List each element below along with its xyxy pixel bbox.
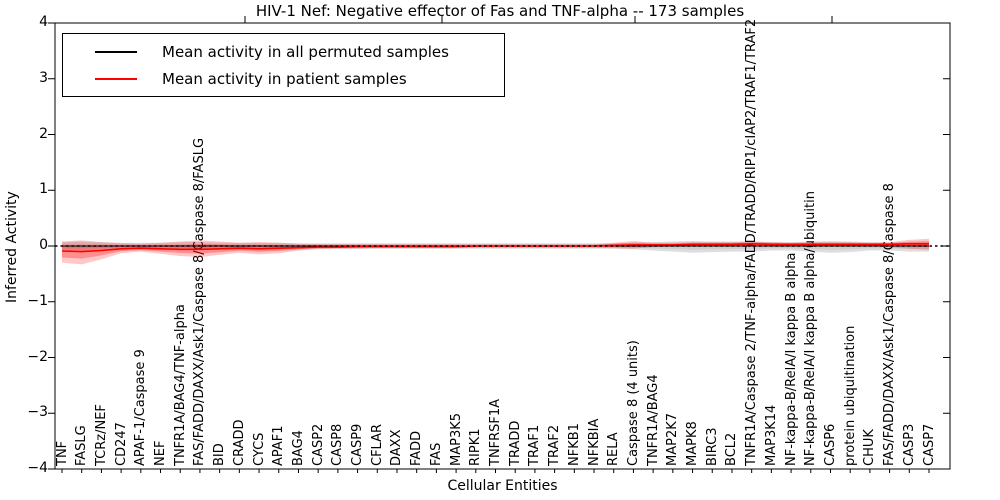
legend-entry-permuted: Mean activity in all permuted samples — [63, 39, 504, 65]
x-axis-title: Cellular Entities — [447, 478, 558, 494]
x-tick-label: APAF-1/Caspase 9 — [133, 349, 149, 466]
x-tick-label: TNFR1A/BAG4/TNF-alpha — [172, 304, 188, 466]
legend-label: Mean activity in patient samples — [162, 69, 407, 88]
x-tick-label: RIPK1 — [468, 428, 484, 466]
legend-line-patient-icon — [95, 77, 137, 80]
x-tick-label: CD247 — [113, 422, 129, 466]
x-tick-label: RELA — [606, 432, 622, 466]
x-tick-label: NFKB1 — [566, 423, 582, 466]
x-tick-label: TNFR1A/Caspase 2/TNF-alpha/FADD/TRADD/RI… — [744, 18, 760, 466]
y-tick-label: −4 — [27, 460, 48, 476]
legend-line-permuted-icon — [95, 50, 137, 53]
x-tick-label: CASP6 — [822, 423, 838, 466]
y-tick-label: 3 — [39, 69, 48, 86]
x-tick-label: TRAF1 — [527, 424, 543, 466]
x-tick-label: BAG4 — [290, 430, 306, 466]
x-tick-label: CASP9 — [350, 423, 366, 466]
x-tick-label: NEF — [153, 440, 169, 466]
y-tick-label: −1 — [27, 292, 48, 309]
y-tick-label: 4 — [39, 14, 48, 30]
x-tick-label: TNF — [54, 440, 70, 466]
x-tick-label: BID — [212, 443, 228, 466]
x-tick-label: TNFRSF1A — [488, 398, 503, 466]
legend-entry-patient: Mean activity in patient samples — [63, 66, 504, 92]
x-tick-label: CASP8 — [330, 423, 346, 466]
x-tick-label: CHUK — [862, 429, 878, 466]
x-tick-label: BIRC3 — [704, 427, 720, 467]
x-tick-label: MAP3K5 — [448, 412, 464, 466]
legend: Mean activity in all permuted samples Me… — [62, 33, 505, 97]
y-tick-label: 2 — [39, 125, 48, 142]
x-tick-label: FAS/FADD/DAXX/Ask1/Caspase 8/Caspase 8/F… — [192, 137, 208, 466]
x-tick-label: FASLG — [74, 425, 90, 466]
y-tick-label: 1 — [39, 181, 48, 198]
x-tick-label: CASP2 — [310, 423, 326, 466]
y-tick-label: −3 — [27, 404, 48, 421]
x-tick-label: FAS — [428, 442, 444, 466]
y-tick-label: 0 — [39, 237, 48, 253]
x-tick-label: MAP3K14 — [763, 404, 779, 466]
x-tick-label: TNFR1A/BAG4 — [645, 374, 661, 466]
x-tick-label: BCL2 — [724, 432, 740, 466]
x-tick-label: NF-kappa-B/RelA/I kappa B alpha — [783, 252, 799, 466]
x-tick-label: FAS/FADD/DAXX/Ask1/Caspase 8/Caspase 8 — [882, 183, 898, 466]
x-tick-label: DAXX — [389, 429, 405, 467]
x-tick-label: CRADD — [231, 419, 247, 467]
x-tick-label: CASP7 — [921, 423, 937, 466]
x-tick-label: TRAF2 — [547, 424, 563, 466]
x-tick-label: CASP3 — [901, 423, 917, 466]
x-tick-label: APAF1 — [271, 425, 287, 466]
legend-label: Mean activity in all permuted samples — [162, 42, 449, 61]
x-tick-label: TCRz/NEF — [93, 404, 109, 466]
x-tick-label: TRADD — [507, 420, 523, 466]
y-tick-label: −2 — [27, 348, 48, 365]
x-tick-label: NF-kappa-B/RelA/I kappa B alpha/ubiquiti… — [803, 191, 819, 466]
x-tick-label: Caspase 8 (4 units) — [625, 340, 641, 466]
x-tick-label: NFKBIA — [586, 418, 602, 466]
x-tick-label: protein ubiquitination — [842, 325, 858, 466]
x-tick-label: FADD — [409, 430, 425, 466]
x-tick-label: CYCS — [251, 432, 267, 466]
x-tick-label: MAPK8 — [685, 421, 701, 466]
chart-title: HIV-1 Nef: Negative effector of Fas and … — [255, 2, 745, 20]
x-tick-label: MAP2K7 — [665, 412, 681, 466]
x-tick-label: CFLAR — [369, 423, 385, 466]
